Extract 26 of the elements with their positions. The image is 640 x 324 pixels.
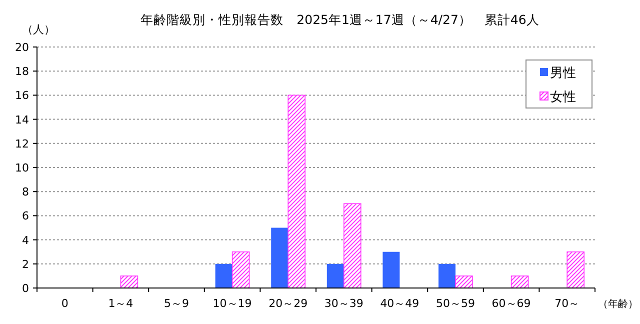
x-tick-label: 0 <box>61 297 68 310</box>
y-tick-label: 14 <box>15 113 29 126</box>
x-tick-label: 70～ <box>554 297 580 310</box>
legend-label: 男性 <box>550 66 576 81</box>
y-tick-label: 10 <box>15 162 29 174</box>
x-tick-label: 10～19 <box>212 297 252 310</box>
y-tick-label: 2 <box>22 258 29 271</box>
y-tick-label: 0 <box>22 282 29 295</box>
y-tick-label: 8 <box>22 186 29 199</box>
x-tick-label: 30～39 <box>324 297 364 310</box>
ylabel: （人） <box>22 23 55 36</box>
x-tick-label: 5～9 <box>164 297 189 310</box>
x-tick-label: 50～59 <box>436 297 475 310</box>
y-tick-label: 20 <box>15 41 29 54</box>
xlabel: （年齢） <box>598 299 638 310</box>
x-tick-label: 40～49 <box>380 297 420 310</box>
title: 年齢階級別・性別報告数 2025年1週～17週（～4/27） 累計46人 <box>140 12 540 27</box>
x-tick-label: 20～29 <box>268 297 308 310</box>
y-tick-label: 12 <box>15 137 29 150</box>
y-tick-label: 18 <box>15 65 29 78</box>
y-tick-label: 16 <box>15 89 29 102</box>
y-tick-label: 6 <box>22 210 29 223</box>
x-tick-label: 60～69 <box>492 297 531 310</box>
x-tick-label: 1～4 <box>108 297 134 310</box>
legend-label: 女性 <box>550 90 576 105</box>
y-tick-label: 4 <box>22 234 29 247</box>
